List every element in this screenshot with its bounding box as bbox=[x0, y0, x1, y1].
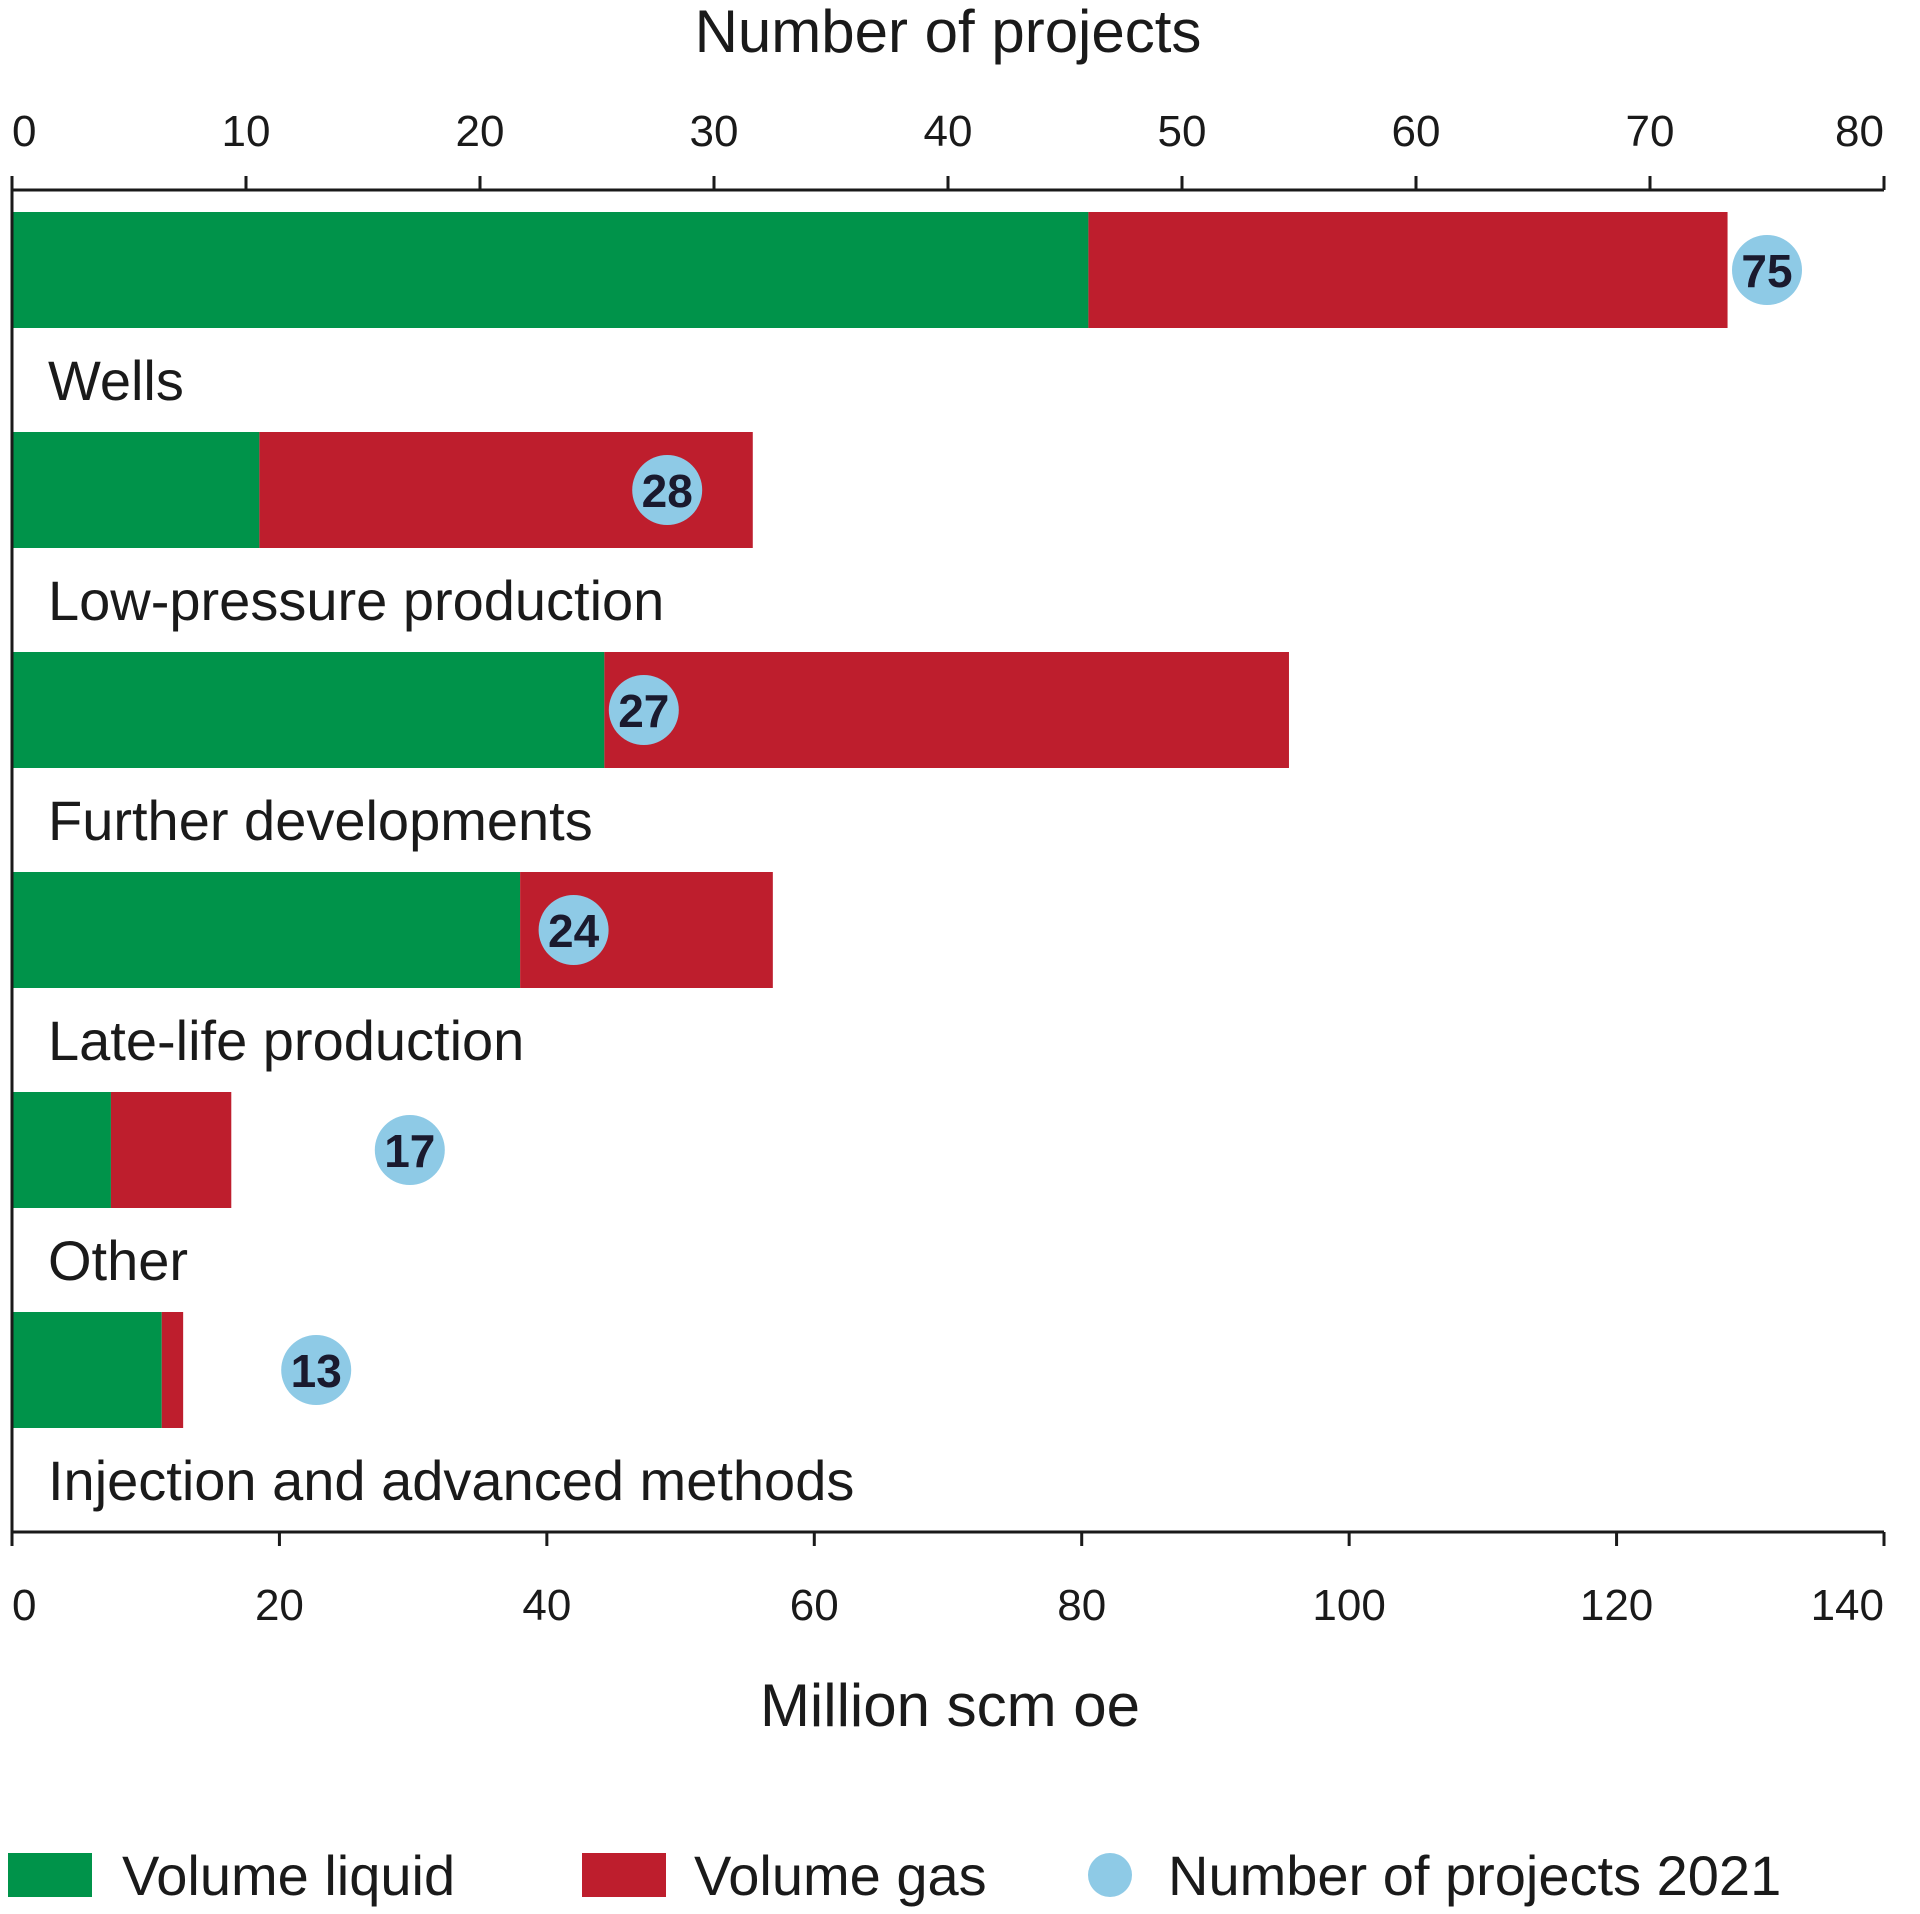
legend-dot-projects bbox=[1088, 1853, 1132, 1897]
bottom-axis-title: Million scm oe bbox=[760, 1672, 1140, 1739]
bottom-tick-label: 40 bbox=[522, 1581, 571, 1630]
bar-liquid bbox=[12, 212, 1089, 328]
category-labels: Wells Low-pressure production Further deve… bbox=[48, 349, 854, 1512]
legend-swatch-liquid bbox=[8, 1853, 92, 1897]
bar-liquid bbox=[12, 432, 260, 548]
bottom-tick-label: 60 bbox=[790, 1581, 839, 1630]
top-tick-label: 70 bbox=[1626, 107, 1675, 156]
category-label: Wells bbox=[48, 349, 184, 412]
legend: Volume liquid Volume gas Number of project… bbox=[8, 1844, 1781, 1907]
legend-label-projects: Number of projects 2021 bbox=[1168, 1844, 1781, 1907]
category-label: Late-life production bbox=[48, 1009, 524, 1072]
bar-liquid bbox=[12, 872, 521, 988]
top-tick-label: 60 bbox=[1392, 107, 1441, 156]
bar-liquid bbox=[12, 1092, 111, 1208]
project-count-label: 17 bbox=[384, 1125, 435, 1177]
project-count-dot bbox=[632, 455, 703, 525]
bars-group bbox=[12, 212, 1728, 1428]
legend-swatch-gas bbox=[582, 1853, 666, 1897]
category-label: Low-pressure production bbox=[48, 569, 664, 632]
project-count-label: 24 bbox=[548, 905, 600, 957]
top-axis-title: Number of projects bbox=[695, 0, 1202, 65]
top-tick-label: 10 bbox=[222, 107, 271, 156]
project-count-label: 13 bbox=[291, 1345, 342, 1397]
top-axis: 0 10 20 30 40 50 60 70 80 bbox=[10, 107, 1886, 192]
bar-gas bbox=[604, 652, 1289, 768]
bar-gas bbox=[1088, 212, 1728, 328]
top-tick-label: 30 bbox=[690, 107, 739, 156]
bar-liquid bbox=[12, 1312, 162, 1428]
project-count-label: 27 bbox=[618, 685, 669, 737]
project-count-dot bbox=[281, 1335, 352, 1405]
category-label: Further developments bbox=[48, 789, 593, 852]
project-count-dot bbox=[374, 1115, 445, 1185]
category-label: Other bbox=[48, 1229, 188, 1292]
bar-liquid bbox=[12, 652, 605, 768]
top-tick-label: 80 bbox=[1835, 107, 1884, 156]
bar-gas bbox=[161, 1312, 184, 1428]
top-tick-label: 50 bbox=[1158, 107, 1207, 156]
category-label: Injection and advanced methods bbox=[48, 1449, 854, 1512]
bottom-tick-label: 0 bbox=[12, 1581, 36, 1630]
bottom-tick-label: 140 bbox=[1811, 1581, 1884, 1630]
bottom-axis: 0 20 40 60 80 100 120 140 bbox=[10, 1530, 1886, 1630]
project-count-label: 28 bbox=[642, 465, 693, 517]
bottom-tick-label: 120 bbox=[1580, 1581, 1653, 1630]
legend-label-gas: Volume gas bbox=[694, 1844, 987, 1907]
legend-label-liquid: Volume liquid bbox=[122, 1844, 455, 1907]
bar-gas bbox=[110, 1092, 232, 1208]
bottom-tick-label: 20 bbox=[255, 1581, 304, 1630]
project-count-label: 75 bbox=[1741, 245, 1792, 297]
project-count-dot bbox=[538, 895, 609, 965]
project-count-dot bbox=[1732, 235, 1802, 305]
bottom-tick-label: 80 bbox=[1057, 1581, 1106, 1630]
project-count-points: 75 28 27 24 17 13 bbox=[281, 235, 1802, 1405]
top-tick-label: 20 bbox=[456, 107, 505, 156]
bottom-tick-label: 100 bbox=[1312, 1581, 1385, 1630]
top-tick-label: 0 bbox=[12, 107, 36, 156]
project-count-dot bbox=[608, 675, 679, 745]
top-tick-label: 40 bbox=[924, 107, 973, 156]
